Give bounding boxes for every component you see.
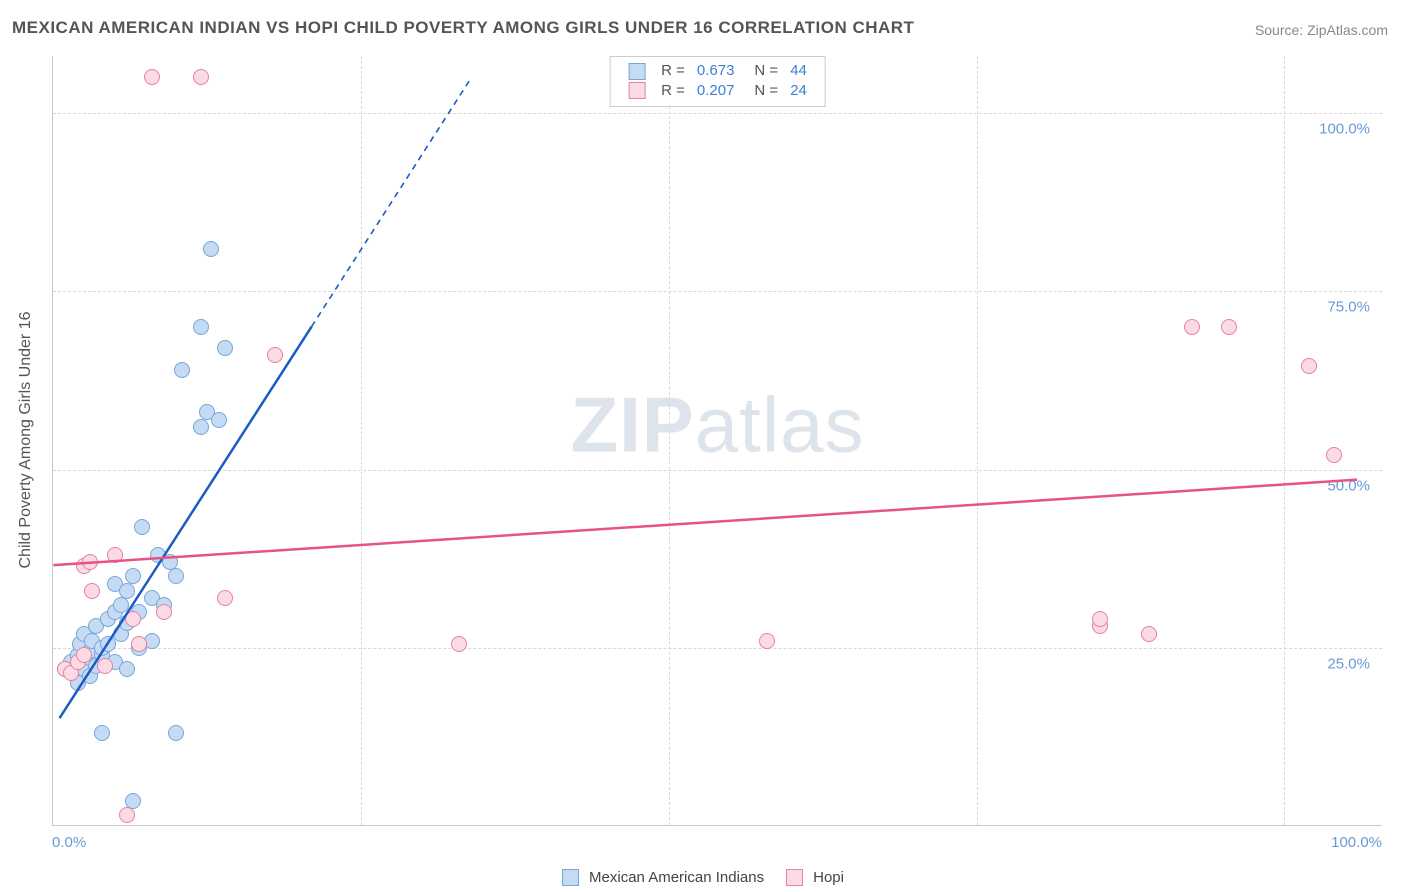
data-point (144, 69, 160, 85)
source-attribution: Source: ZipAtlas.com (1255, 22, 1388, 38)
y-tick-label: 100.0% (1319, 121, 1370, 138)
data-point (1301, 358, 1317, 374)
gridline (53, 470, 1382, 471)
data-point (168, 568, 184, 584)
n-value: 24 (784, 81, 813, 101)
y-axis-label: Child Poverty Among Girls Under 16 (17, 312, 35, 569)
data-point (76, 647, 92, 663)
data-point (1141, 626, 1157, 642)
gridline (53, 113, 1382, 114)
gridline (1284, 56, 1285, 825)
y-tick-label: 75.0% (1327, 299, 1370, 316)
data-point (1184, 319, 1200, 335)
legend-row: R = 0.673 N = 44 (622, 61, 813, 81)
data-point (94, 725, 110, 741)
data-point (131, 636, 147, 652)
scatter-chart: ZIPatlas R = 0.673 N = 44 R = 0.207 N = … (52, 56, 1382, 826)
swatch-icon (562, 869, 579, 886)
data-point (193, 319, 209, 335)
swatch-icon (628, 82, 645, 99)
data-point (174, 362, 190, 378)
data-point (125, 568, 141, 584)
legend-item: Mexican American Indians (562, 869, 764, 886)
swatch-icon (628, 63, 645, 80)
data-point (217, 590, 233, 606)
r-value: 0.673 (691, 61, 741, 81)
data-point (119, 807, 135, 823)
data-point (1221, 319, 1237, 335)
legend-label: Hopi (813, 869, 844, 886)
data-point (97, 658, 113, 674)
watermark: ZIPatlas (570, 380, 864, 471)
data-point (119, 661, 135, 677)
data-point (203, 241, 219, 257)
swatch-icon (786, 869, 803, 886)
data-point (113, 597, 129, 613)
data-point (168, 725, 184, 741)
data-point (125, 611, 141, 627)
data-point (193, 419, 209, 435)
legend-row: R = 0.207 N = 24 (622, 81, 813, 101)
data-point (451, 636, 467, 652)
n-value: 44 (784, 61, 813, 81)
y-tick-label: 50.0% (1327, 477, 1370, 494)
data-point (84, 583, 100, 599)
data-point (211, 412, 227, 428)
data-point (267, 347, 283, 363)
x-tick-label: 100.0% (1331, 834, 1382, 851)
data-point (217, 340, 233, 356)
x-tick-label: 0.0% (52, 834, 86, 851)
gridline (669, 56, 670, 825)
data-point (107, 547, 123, 563)
gridline (53, 648, 1382, 649)
gridline (361, 56, 362, 825)
series-legend: Mexican American Indians Hopi (562, 869, 844, 886)
data-point (82, 554, 98, 570)
y-tick-label: 25.0% (1327, 655, 1370, 672)
chart-title: MEXICAN AMERICAN INDIAN VS HOPI CHILD PO… (12, 18, 914, 38)
data-point (1092, 611, 1108, 627)
gridline (977, 56, 978, 825)
correlation-legend: R = 0.673 N = 44 R = 0.207 N = 24 (609, 56, 826, 107)
legend-label: Mexican American Indians (589, 869, 764, 886)
legend-item: Hopi (786, 869, 844, 886)
gridline (53, 291, 1382, 292)
trend-lines-layer (53, 56, 1382, 825)
data-point (193, 69, 209, 85)
data-point (119, 583, 135, 599)
data-point (134, 519, 150, 535)
data-point (1326, 447, 1342, 463)
data-point (759, 633, 775, 649)
r-value: 0.207 (691, 81, 741, 101)
data-point (156, 604, 172, 620)
